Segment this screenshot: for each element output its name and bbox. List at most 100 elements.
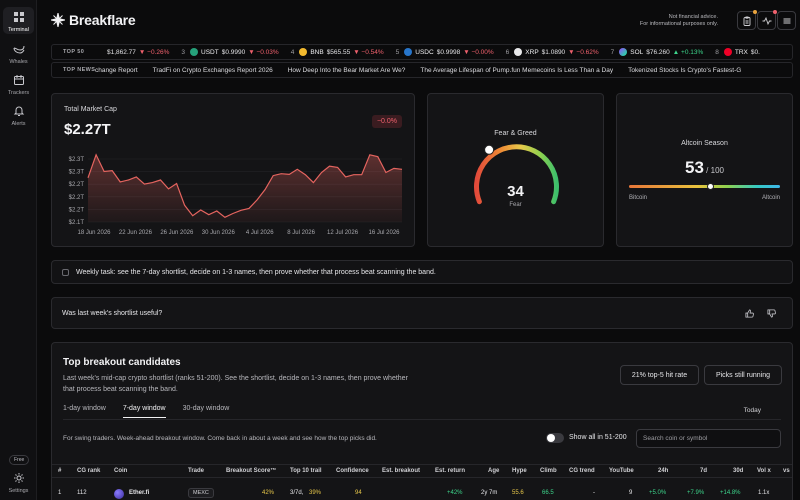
cell-trail-pct: 39% (309, 490, 322, 496)
brand-logo[interactable]: Breakflare (51, 12, 136, 28)
ticker-item[interactable]: $1,862.77 ▼ −0.26% (107, 49, 169, 56)
ticker-item[interactable]: 6 XRP $1.0890 ▼ −0.62% (506, 48, 599, 56)
ticker-symbol: XRP (525, 48, 539, 56)
trade-exchange-tag[interactable]: MEXC (188, 488, 214, 498)
col-header[interactable]: Age (488, 468, 500, 474)
grid-icon (13, 12, 24, 22)
clipboard-button[interactable] (737, 10, 757, 30)
cell-age: 2y 7m (481, 490, 498, 496)
altcoin-title: Altcoin Season (681, 140, 728, 147)
col-header[interactable]: 30d (733, 468, 744, 474)
col-header[interactable]: CG rank (77, 468, 101, 474)
ticker-price: $1.0890 (541, 48, 566, 56)
thumbs-down-icon[interactable] (767, 309, 776, 318)
tab-7-day[interactable]: 7-day window (122, 405, 166, 418)
col-header[interactable]: CG trend (569, 468, 595, 474)
thumbs-up-icon[interactable] (745, 309, 754, 318)
menu-button[interactable] (777, 11, 796, 30)
hit-rate-button[interactable]: 21% top-5 hit rate (620, 365, 699, 385)
ticker-change: ▼ −0.03% (248, 48, 279, 56)
col-header[interactable]: Climb (540, 468, 557, 474)
ticker-price: $76.260 (646, 48, 670, 56)
ticker-item[interactable]: 7 SOL $76.260 ▲ +0.13% (611, 48, 703, 56)
window-tabs: 1-day window 7-day window 30-day window (63, 405, 246, 418)
sidebar-item-label: Alerts (11, 121, 26, 127)
task-checkbox[interactable] (62, 269, 69, 276)
clipboard-icon (743, 16, 750, 26)
sidebar-item-terminal[interactable]: Terminal (3, 7, 34, 34)
bell-icon (13, 106, 24, 116)
ticker-item[interactable]: 3 USDT $0.9990 ▼ −0.03% (181, 48, 279, 56)
ticker-item[interactable]: 8 TRX $0. (715, 48, 763, 56)
news-item[interactable]: How Deep Into the Bear Market Are We? (287, 66, 406, 74)
show-all-toggle[interactable] (546, 433, 564, 443)
ticker-price: $0.9998 (436, 48, 461, 56)
cell-est-return: +42% (447, 490, 463, 496)
sidebar-item-settings[interactable]: Settings (0, 472, 37, 494)
ticker-rank: 8 (715, 48, 719, 56)
col-header[interactable]: Coin (114, 468, 128, 474)
picks-running-button[interactable]: Picks still running (704, 365, 782, 385)
spark-icon (51, 13, 65, 27)
cell-24h: +5.0% (649, 490, 667, 496)
trx-icon (723, 48, 732, 56)
table-header: # CG rank Coin Trade Breakout Score™ Top… (52, 464, 792, 478)
activity-button[interactable] (757, 10, 777, 30)
col-header[interactable]: Hype (512, 468, 527, 474)
col-header[interactable]: Confidence (336, 468, 369, 474)
sidebar-item-trackers[interactable]: Trackers (0, 74, 37, 96)
ticker-symbol: BNB (310, 48, 324, 56)
news-item[interactable]: Tokenized Stocks Is Crypto's Fastest-G (628, 66, 742, 74)
fear-greed-card: Fear & Greed 34 Fear (427, 93, 604, 247)
news-item[interactable]: TradFi on Crypto Exchanges Report 2026 (152, 66, 273, 74)
series-line (87, 153, 403, 219)
ticker-item[interactable]: 4 BNB $565.55 ▼ −0.54% (291, 48, 384, 56)
col-header[interactable]: YouTube (609, 468, 634, 474)
col-header[interactable]: Vol x (757, 468, 771, 474)
cell-score: 42% (262, 490, 275, 496)
disclaimer-line: Not financial advice. (668, 14, 718, 20)
col-header[interactable]: vs (783, 468, 790, 474)
gauge-arc (474, 144, 559, 205)
altcoin-right-label: Altcoin (761, 195, 780, 201)
ticker-symbol: USDT (201, 48, 219, 56)
col-header[interactable]: Trade (188, 468, 205, 474)
x-tick-label: 8 Jul 2026 (287, 230, 315, 236)
col-header[interactable]: Breakout Score™ (226, 468, 277, 474)
gear-icon (13, 473, 24, 483)
breakout-title: Top breakout candidates (63, 357, 181, 368)
col-header[interactable]: 7d (700, 468, 708, 474)
cell-hype: 55.6 (512, 490, 524, 496)
ticker-symbol: SOL (630, 48, 644, 56)
cell-coin[interactable]: Ether.fi (129, 490, 150, 496)
usdt-icon (190, 48, 199, 56)
weekly-task: Weekly task: see the 7-day shortlist, de… (51, 260, 793, 284)
task-text: Weekly task: see the 7-day shortlist, de… (76, 269, 436, 276)
sidebar: Terminal Whales Trackers Alerts Free Set… (0, 0, 37, 500)
tab-30-day[interactable]: 30-day window (182, 405, 230, 412)
plan-badge: Free (9, 455, 30, 465)
news-item[interactable]: change Report (95, 66, 138, 74)
col-header[interactable]: Est. return (435, 468, 466, 474)
sidebar-item-alerts[interactable]: Alerts (0, 105, 37, 127)
sidebar-item-whales[interactable]: Whales (0, 43, 37, 65)
top-header: Breakflare Not financial advice. For inf… (37, 0, 800, 42)
table-row[interactable]: 1 112 Ether.fi MEXC 42% 3/7d, 39% 94 +42… (52, 486, 792, 500)
col-header[interactable]: # (58, 468, 62, 474)
brand-name: Breakflare (69, 12, 136, 28)
coin-search-input[interactable] (636, 429, 781, 448)
ticker-price: $0. (750, 48, 760, 56)
market-cap-value: $2.27T (64, 121, 111, 138)
col-header[interactable]: Top 10 trail (290, 468, 322, 474)
tab-1-day[interactable]: 1-day window (63, 405, 106, 412)
today-label[interactable]: Today (743, 407, 761, 414)
news-item[interactable]: The Average Lifespan of Pump.fun Memecoi… (420, 66, 614, 74)
ticker-item[interactable]: 5 USDC $0.9998 ▼ −0.00% (396, 48, 494, 56)
col-header[interactable]: Est. breakout (382, 468, 421, 474)
col-header[interactable]: 24h (658, 468, 669, 474)
x-tick-label: 12 Jul 2026 (327, 230, 359, 236)
usdc-icon (404, 48, 413, 56)
y-tick-label: $2.2T (69, 207, 85, 213)
market-cap-chart: $2.3T $2.3T $2.2T $2.2T $2.2T $2.1T 18 Jun 202… (69, 153, 403, 236)
cell-volx: 1.1x (758, 490, 770, 496)
